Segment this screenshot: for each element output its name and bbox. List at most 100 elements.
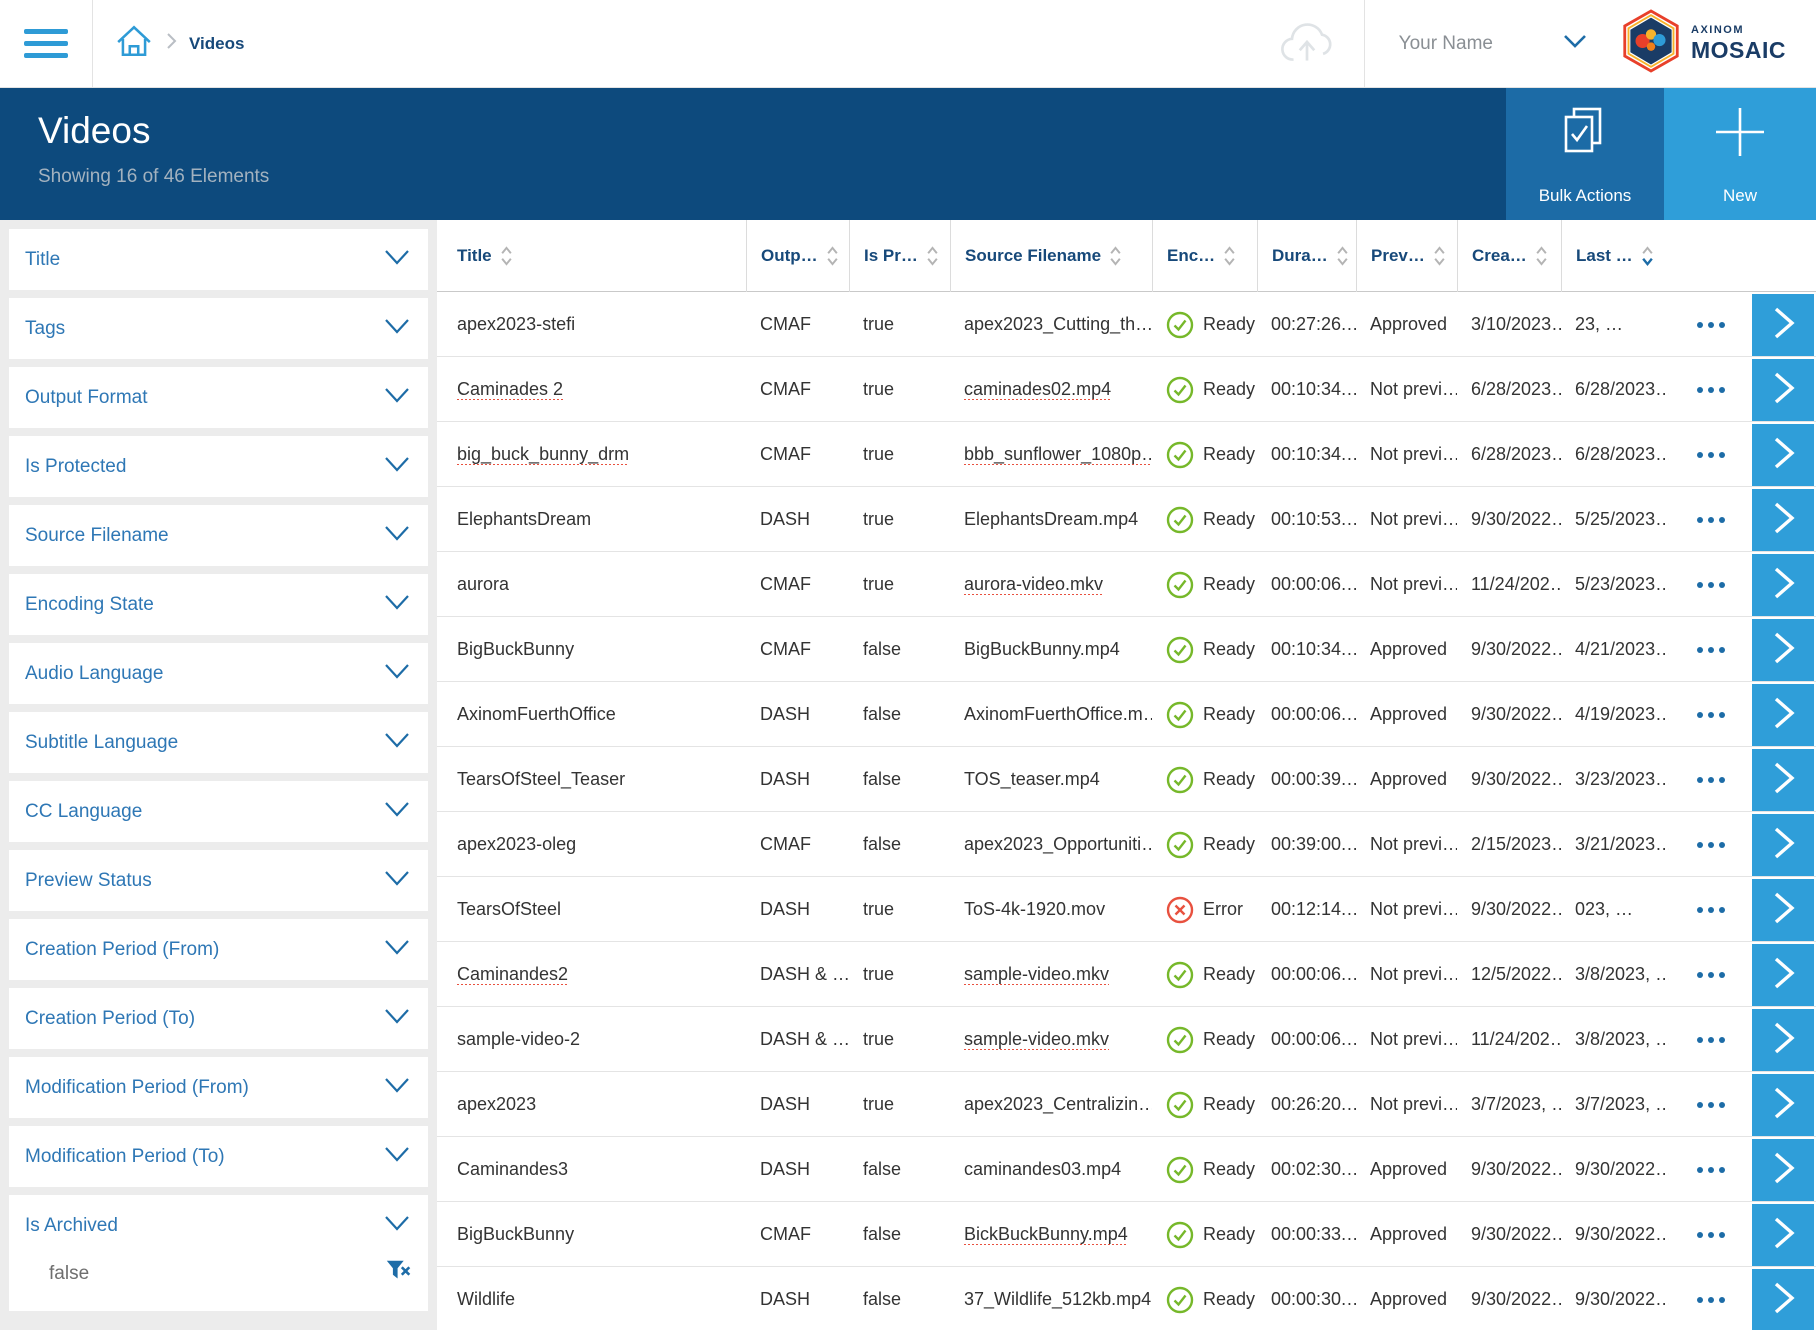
row-actions-button[interactable] [1669, 747, 1752, 812]
row-actions-button[interactable] [1669, 617, 1752, 682]
cell-is-protected: false [863, 1159, 902, 1179]
row-actions-button[interactable] [1669, 487, 1752, 552]
row-open-button[interactable] [1752, 423, 1814, 486]
user-menu[interactable]: Your Name [1365, 0, 1621, 87]
filter-card: Source Filename [9, 505, 428, 566]
row-open-button[interactable] [1752, 943, 1814, 1006]
row-actions-button[interactable] [1669, 812, 1752, 877]
filter-toggle[interactable]: Modification Period (From) [9, 1057, 428, 1118]
row-actions-button[interactable] [1669, 292, 1752, 357]
row-actions-button[interactable] [1669, 1202, 1752, 1267]
sort-icon[interactable] [1433, 245, 1446, 267]
encoding-state-text: Ready [1203, 509, 1256, 529]
cell-last-modified: 3/8/2023, … [1575, 964, 1669, 984]
row-open-button[interactable] [1752, 1073, 1814, 1136]
row-open-button[interactable] [1752, 748, 1814, 811]
home-icon[interactable] [115, 22, 153, 65]
row-actions-button[interactable] [1669, 942, 1752, 1007]
sort-icon[interactable] [1336, 245, 1349, 267]
new-button[interactable]: New [1664, 88, 1816, 220]
sort-icon[interactable] [500, 245, 513, 267]
ready-check-icon [1166, 1286, 1194, 1314]
chevron-down-icon [384, 318, 410, 339]
row-actions-button[interactable] [1669, 552, 1752, 617]
row-open-button[interactable] [1752, 1268, 1814, 1330]
filter-toggle[interactable]: Subtitle Language [9, 712, 428, 773]
sort-icon[interactable] [926, 245, 939, 267]
bulk-actions-button[interactable]: Bulk Actions [1506, 88, 1664, 220]
cell-duration: 00:12:14.… [1271, 899, 1356, 919]
row-actions-button[interactable] [1669, 1137, 1752, 1202]
filter-toggle[interactable]: Is Protected [9, 436, 428, 497]
sort-icon[interactable] [1535, 245, 1548, 267]
cell-output-format: DASH [760, 769, 811, 789]
sort-icon[interactable] [826, 245, 839, 267]
row-open-button[interactable] [1752, 488, 1814, 551]
column-header[interactable]: Outp… [746, 220, 849, 292]
filter-toggle[interactable]: Source Filename [9, 505, 428, 566]
row-actions-button[interactable] [1669, 682, 1752, 747]
chevron-down-icon [384, 1077, 410, 1098]
filter-toggle[interactable]: Is Archived [9, 1195, 428, 1256]
filter-toggle[interactable]: Encoding State [9, 574, 428, 635]
cell-duration: 00:10:34.… [1271, 444, 1356, 464]
chevron-down-icon [384, 387, 410, 408]
column-header[interactable]: Source Filename [950, 220, 1152, 292]
cell-output-format: DASH & … [760, 964, 849, 984]
filter-toggle[interactable]: Output Format [9, 367, 428, 428]
ready-check-icon [1166, 376, 1194, 404]
element-count: Showing 16 of 46 Elements [38, 166, 270, 187]
menu-button[interactable] [0, 0, 93, 87]
sort-icon[interactable] [1641, 245, 1654, 267]
sort-icon[interactable] [1109, 245, 1122, 267]
cell-created: 9/30/2022… [1471, 509, 1561, 529]
cell-created: 3/7/2023, … [1471, 1094, 1561, 1114]
row-open-button[interactable] [1752, 683, 1814, 746]
row-open-button[interactable] [1752, 878, 1814, 941]
column-header[interactable]: Last … [1561, 220, 1669, 292]
row-actions-button[interactable] [1669, 1072, 1752, 1137]
row-open-button[interactable] [1752, 618, 1814, 681]
column-header[interactable]: Prev… [1356, 220, 1457, 292]
logo-text-axinom: AXINOM [1691, 24, 1744, 36]
filter-toggle[interactable]: CC Language [9, 781, 428, 842]
row-open-button[interactable] [1752, 1008, 1814, 1071]
row-open-button[interactable] [1752, 553, 1814, 616]
row-open-button[interactable] [1752, 1138, 1814, 1201]
filter-toggle[interactable]: Title [9, 229, 428, 290]
cell-title: big_buck_bunny_drm [437, 444, 746, 465]
filter-toggle[interactable]: Modification Period (To) [9, 1126, 428, 1187]
cell-last-modified: 4/21/2023… [1575, 639, 1669, 659]
cell-preview-status: Approved [1370, 704, 1448, 724]
column-header-label: Title [457, 246, 492, 265]
row-actions-button[interactable] [1669, 1007, 1752, 1072]
row-actions-button[interactable] [1669, 877, 1752, 942]
cell-created: 11/24/202… [1471, 1029, 1561, 1049]
cell-output-format: DASH [760, 509, 811, 529]
row-open-button[interactable] [1752, 813, 1814, 876]
mosaic-logo-icon [1621, 9, 1681, 78]
filter-toggle[interactable]: Tags [9, 298, 428, 359]
filter-toggle[interactable]: Preview Status [9, 850, 428, 911]
cell-source-filename: apex2023_Cutting_th… [950, 314, 1152, 335]
filter-toggle[interactable]: Creation Period (From) [9, 919, 428, 980]
column-header[interactable]: Enc… [1152, 220, 1257, 292]
source-text: apex2023_Cutting_th… [964, 314, 1152, 334]
row-open-button[interactable] [1752, 1203, 1814, 1266]
plus-icon [1712, 104, 1768, 165]
row-actions-button[interactable] [1669, 422, 1752, 487]
cell-title: TearsOfSteel_Teaser [437, 769, 746, 790]
filter-toggle[interactable]: Audio Language [9, 643, 428, 704]
row-open-button[interactable] [1752, 358, 1814, 421]
row-actions-button[interactable] [1669, 1267, 1752, 1330]
column-header[interactable]: Title [437, 220, 746, 292]
column-header[interactable]: Crea… [1457, 220, 1561, 292]
column-header[interactable]: Is Pr… [849, 220, 950, 292]
row-actions-button[interactable] [1669, 357, 1752, 422]
filter-toggle[interactable]: Creation Period (To) [9, 988, 428, 1049]
clear-filter-icon[interactable] [384, 1256, 414, 1291]
row-open-button[interactable] [1752, 293, 1814, 356]
ready-check-icon [1166, 831, 1194, 859]
sort-icon[interactable] [1223, 245, 1236, 267]
column-header[interactable]: Dura… [1257, 220, 1356, 292]
